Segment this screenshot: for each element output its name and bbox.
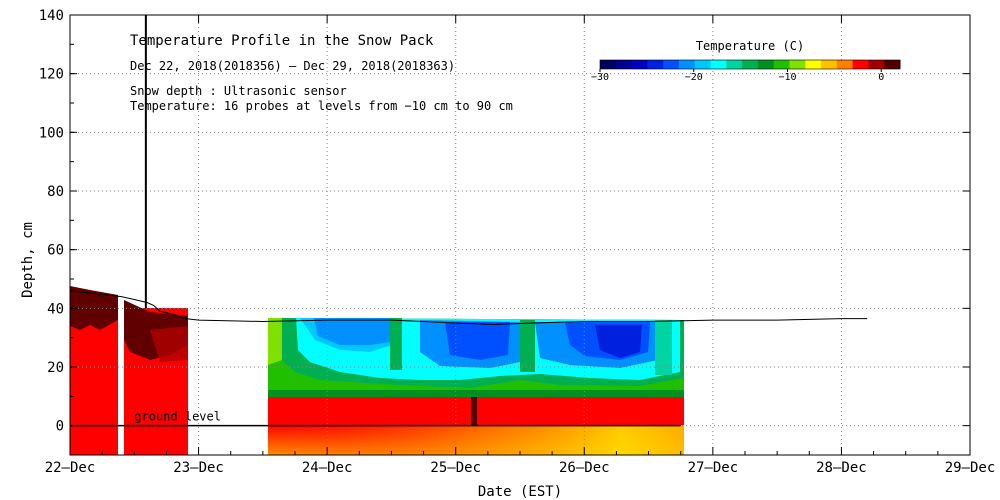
y-tick-label-60: 60 — [47, 243, 64, 259]
colorbar-cell — [647, 60, 664, 69]
colorbar-cell — [884, 60, 901, 69]
heatmap-block-left-ground — [70, 308, 118, 455]
y-tick-label-140: 140 — [39, 8, 64, 24]
x-tick-label-1: 23–Dec — [173, 460, 224, 476]
colorbar-cell — [836, 60, 854, 69]
y-tick-label-100: 100 — [39, 125, 64, 141]
x-tick-label-0: 22–Dec — [45, 460, 96, 476]
x-tick-label-4: 26–Dec — [559, 460, 610, 476]
y-tick-label-40: 40 — [47, 301, 64, 317]
colorbar-cell — [694, 60, 711, 69]
heatmap-snow-blue3 — [445, 322, 510, 360]
y-tick-label-20: 20 — [47, 360, 64, 376]
colorbar-cell — [615, 60, 633, 69]
colorbar-tick-label: 0 — [878, 72, 884, 83]
x-axis-title: Date (EST) — [478, 484, 562, 500]
heatmap-snow-green-stripe1 — [390, 318, 402, 370]
colorbar-cell — [678, 60, 696, 69]
colorbar-cell — [805, 60, 822, 69]
x-tick-label-7: 29–Dec — [945, 460, 996, 476]
gridlines — [70, 15, 970, 455]
x-axis: 22–Dec 23–Dec 24–Dec 25–Dec 26–Dec 27–Dec 28–D… — [45, 15, 996, 476]
colorbar-frame — [599, 59, 901, 70]
note-temperature: Temperature: 16 probes at levels from −1… — [130, 99, 513, 113]
heatmap-area — [70, 286, 684, 455]
colorbar-cell — [773, 60, 790, 69]
colorbar-cell — [726, 60, 743, 69]
x-tick-label-6: 28–Dec — [816, 460, 867, 476]
colorbar-tick-label: −10 — [778, 72, 796, 83]
colorbar: Temperature (C) −30 −20 −10 0 — [591, 39, 901, 83]
snow-depth-line — [69, 290, 868, 326]
y-axis: 0 20 40 60 80 100 120 140 — [39, 8, 970, 456]
colorbar-title: Temperature (C) — [696, 39, 804, 53]
x-tick-label-5: 27–Dec — [688, 460, 739, 476]
colorbar-cell — [852, 60, 869, 69]
y-tick-label-0: 0 — [56, 419, 64, 435]
colorbar-cell — [631, 60, 648, 69]
colorbar-cell — [789, 60, 806, 69]
heatmap-soil-warm — [268, 425, 684, 455]
colorbar-tick-label: −20 — [685, 72, 703, 83]
heatmap-block-left-mid — [150, 326, 188, 362]
colorbar-cell — [742, 60, 759, 69]
heatmap-snow-yellow — [268, 318, 282, 365]
x-tick-label-3: 25–Dec — [430, 460, 481, 476]
heatmap-snow-blue1 — [314, 318, 392, 345]
y-tick-label-120: 120 — [39, 67, 64, 83]
chart-subtitle: Dec 22, 2018(2018356) — Dec 29, 2018(201… — [130, 59, 455, 73]
colorbar-cell — [600, 60, 617, 69]
heatmap-snow-blue6 — [595, 325, 642, 358]
colorbar-cell — [821, 60, 838, 69]
heatmap-snow-green-stripe2 — [520, 320, 535, 372]
heatmap-probe-dark — [471, 397, 477, 425]
note-snow-depth: Snow depth : Ultrasonic sensor — [130, 84, 347, 98]
colorbar-cell — [710, 60, 727, 69]
x-tick-label-2: 24–Dec — [302, 460, 353, 476]
chart-title: Temperature Profile in the Snow Pack — [130, 33, 434, 49]
colorbar-cell — [663, 60, 680, 69]
colorbar-cell — [757, 60, 775, 69]
colorbar-cell — [868, 60, 885, 69]
colorbar-tick-label: −30 — [591, 72, 609, 83]
y-axis-title: Depth, cm — [20, 222, 36, 298]
y-tick-label-80: 80 — [47, 184, 64, 200]
heatmap-snow-green-stripe3 — [655, 320, 672, 375]
ground-level-label: ground level — [134, 410, 221, 424]
